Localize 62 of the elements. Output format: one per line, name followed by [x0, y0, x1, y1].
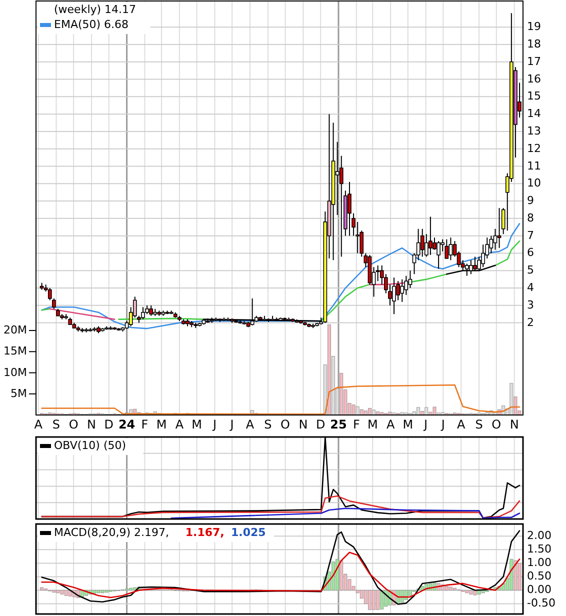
x-tick-label: M — [402, 417, 414, 432]
y-tick-label: 1.50 — [527, 542, 552, 556]
x-tick-label: A — [386, 417, 396, 432]
x-tick-label: F — [141, 417, 148, 432]
text: 1.167, — [185, 526, 224, 539]
y-tick-label: 10 — [527, 176, 541, 190]
y-tick-label: 4 — [527, 281, 534, 294]
annotation: 1.025 — [231, 526, 266, 539]
x-tick-label: J — [440, 417, 445, 432]
y-tick-label: 11 — [527, 159, 541, 172]
y-tick-label: 16 — [527, 72, 541, 86]
x-tick-label: S — [264, 417, 272, 432]
y-tick-label: 9 — [527, 194, 534, 208]
y-tick-label: 12 — [527, 142, 541, 155]
x-tick-label: M — [367, 417, 378, 432]
x-tick-label: O — [280, 417, 290, 432]
y-tick-label: 0.00 — [527, 583, 552, 596]
x-tick-label: J — [229, 417, 234, 432]
legend-label: OBV(10) (50) — [54, 439, 126, 452]
y-tick-label: 0.50 — [527, 570, 552, 583]
y-tick-label: 3 — [527, 298, 534, 312]
x-tick-label: F — [352, 417, 360, 432]
x-tick-label: D — [104, 417, 114, 432]
x-tick-label: J — [423, 417, 428, 432]
x-tick-label: O — [492, 417, 502, 432]
y-tick-label: -0.50 — [527, 596, 556, 610]
y-tick-label: 5 — [527, 264, 534, 277]
y-tick-label: 8 — [527, 211, 534, 224]
y-tick-label: 14 — [527, 107, 541, 120]
x-tick-label: N — [510, 417, 519, 432]
x-tick-label: 24 — [118, 417, 136, 432]
x-tick-label: A — [175, 417, 184, 432]
legend-label: MACD(8,20,9) 2.197, — [54, 526, 170, 539]
y2-tick-label: 20M — [4, 324, 27, 337]
chart-title: (weekly) 14.17 — [54, 3, 136, 16]
y2-tick-label: 10M — [4, 366, 27, 379]
x-tick-label: A — [457, 417, 466, 432]
x-tick-label: S — [52, 417, 60, 432]
y-tick-label: 2 — [527, 316, 534, 329]
x-tick-label: M — [192, 417, 202, 432]
x-tick-label: M — [156, 417, 167, 432]
y-tick-label: 17 — [527, 54, 541, 68]
x-tick-label: J — [212, 417, 216, 432]
y-tick-label: 7 — [527, 228, 534, 242]
x-tick-label: S — [475, 417, 483, 432]
y-tick-label: 15 — [527, 90, 541, 103]
y-tick-label: 13 — [527, 124, 541, 138]
y2-tick-label: 15M — [4, 344, 27, 358]
y-tick-label: 19 — [527, 20, 541, 34]
x-tick-label: A — [34, 417, 44, 432]
x-tick-label: O — [68, 417, 78, 432]
x-tick-label: A — [246, 417, 255, 432]
x-tick-label: N — [298, 417, 308, 432]
legend-label: EMA(50) 6.68 — [54, 18, 129, 31]
x-tick-label: N — [87, 417, 96, 432]
x-tick-label: 25 — [330, 417, 347, 432]
x-tick-label: D — [316, 417, 326, 432]
y-tick-label: 2.00 — [527, 529, 552, 542]
y-tick-label: 6 — [527, 246, 534, 260]
y-tick-label: 18 — [527, 37, 541, 51]
y-tick-label: 1.00 — [527, 556, 552, 570]
y2-tick-label: 5M — [10, 386, 27, 400]
